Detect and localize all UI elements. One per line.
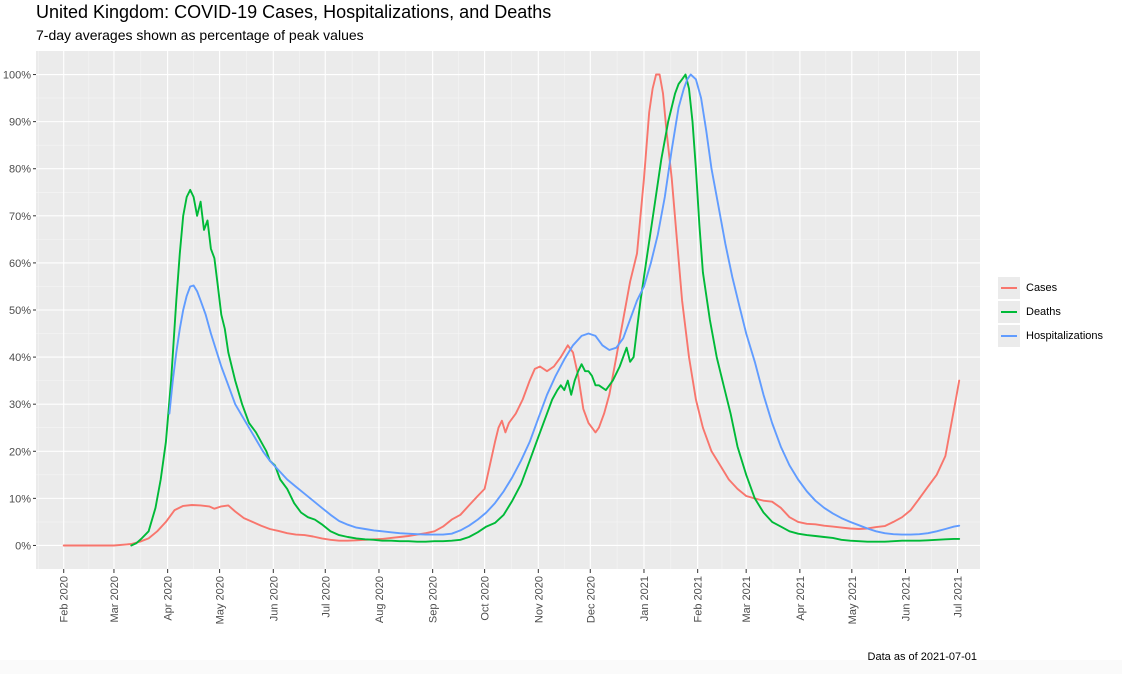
x-tick-label: May 2021 xyxy=(847,576,859,624)
legend-item-cases: Cases xyxy=(998,276,1116,300)
legend-key-deaths xyxy=(998,301,1020,323)
x-tick-label: Dec 2020 xyxy=(585,576,597,623)
series-line-cases xyxy=(62,73,961,547)
legend-label-cases: Cases xyxy=(1026,282,1058,294)
legend-item-deaths: Deaths xyxy=(998,300,1116,324)
x-tick-label: Jun 2021 xyxy=(901,576,913,621)
chart-title: United Kingdom: COVID-19 Cases, Hospital… xyxy=(36,2,552,22)
x-tick-label: May 2020 xyxy=(215,576,227,624)
legend-key-cases xyxy=(998,277,1020,299)
legend-key-hospitalizations xyxy=(998,325,1020,347)
legend-label-hospitalizations: Hospitalizations xyxy=(1026,330,1104,342)
x-tick-label: Oct 2020 xyxy=(480,576,492,621)
y-axis: 0% 10% 20% 30% 40% 50% 60% 70% 80% 90% 100% xyxy=(3,70,36,552)
y-tick-label: 90% xyxy=(9,117,31,129)
x-tick-label: Mar 2021 xyxy=(741,576,753,622)
y-tick-label: 30% xyxy=(9,399,31,411)
legend-swatch-deaths xyxy=(1001,311,1017,313)
y-tick-label: 50% xyxy=(9,305,31,317)
legend-item-hospitalizations: Hospitalizations xyxy=(998,324,1116,348)
x-tick-label: Aug 2020 xyxy=(374,576,386,623)
y-tick-label: 100% xyxy=(3,70,31,82)
chart-subtitle: 7-day averages shown as percentage of pe… xyxy=(36,27,364,43)
series-line-deaths xyxy=(130,73,961,547)
x-tick-label: Jul 2021 xyxy=(952,576,964,618)
legend-swatch-hospitalizations xyxy=(1001,335,1017,337)
x-tick-label: Feb 2020 xyxy=(59,576,71,622)
x-tick-label: Nov 2020 xyxy=(533,576,545,623)
y-tick-label: 20% xyxy=(9,446,31,458)
legend-swatch-cases xyxy=(1001,287,1017,289)
y-tick-label: 10% xyxy=(9,493,31,505)
y-tick-label: 80% xyxy=(9,164,31,176)
y-tick-label: 60% xyxy=(9,258,31,270)
legend-label-deaths: Deaths xyxy=(1026,306,1061,318)
y-tick-label: 0% xyxy=(15,540,31,552)
x-tick-label: Feb 2021 xyxy=(693,576,705,622)
series-lines xyxy=(62,73,961,547)
series-line-hospitalizations xyxy=(168,73,961,536)
bottom-strip xyxy=(0,660,1122,674)
x-tick-label: Mar 2020 xyxy=(109,576,121,622)
y-tick-label: 70% xyxy=(9,211,31,223)
x-tick-label: Sep 2020 xyxy=(428,576,440,623)
x-tick-label: Jan 2021 xyxy=(639,576,651,621)
x-tick-label: Jul 2020 xyxy=(320,576,332,618)
chart-svg: 0% 10% 20% 30% 40% 50% 60% 70% 80% 90% 100% Feb 20… xyxy=(3,51,980,624)
x-tick-label: Jun 2020 xyxy=(268,576,280,621)
x-axis: Feb 2020 Mar 2020 Apr 2020 May 2020 Jun 2020… xyxy=(59,569,964,624)
y-tick-label: 40% xyxy=(9,352,31,364)
legend: Cases Deaths Hospitalizations xyxy=(998,276,1116,348)
x-tick-label: Apr 2020 xyxy=(163,576,175,621)
x-tick-label: Apr 2021 xyxy=(795,576,807,621)
